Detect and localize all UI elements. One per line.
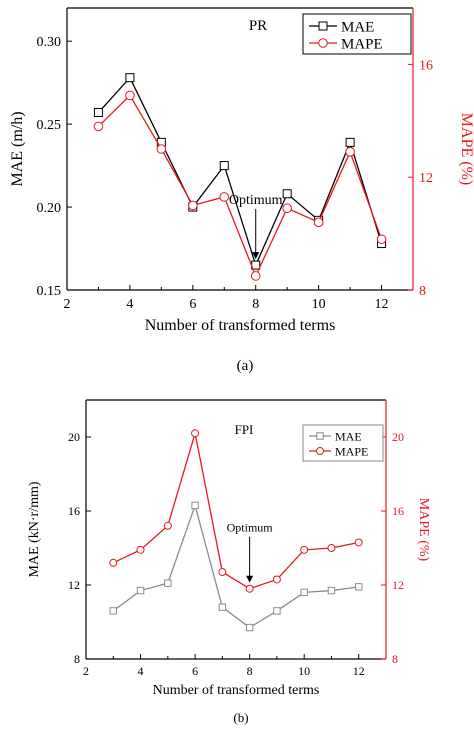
- data-point-mape: [109, 558, 118, 567]
- legend-marker-mae: [318, 21, 328, 31]
- y-tick-label: 12: [68, 578, 80, 592]
- data-point-mape: [219, 192, 230, 202]
- data-point-mape: [345, 147, 355, 157]
- data-point-mae: [93, 108, 103, 118]
- legend-marker-mape: [316, 447, 324, 455]
- legend-label-mape: MAPE: [335, 445, 368, 459]
- x-tick-label: 4: [138, 664, 144, 678]
- x-tick-label: 10: [298, 664, 310, 678]
- series-line-mape: [112, 433, 359, 590]
- data-point-mape: [245, 584, 254, 593]
- data-point-mape: [125, 90, 135, 101]
- data-point-mae: [109, 607, 117, 615]
- legend-marker-mae: [316, 432, 324, 440]
- y-tick-label: 0.20: [37, 201, 62, 216]
- y-axis-label: MAE (kN·r/mm): [27, 481, 42, 577]
- series-line-mape: [97, 94, 383, 278]
- y-tick-label: 20: [68, 430, 80, 444]
- chart-panel-b: 2 4 6 8 10 12 8 12 16 20 8 12 16 20 Number of transfor…: [27, 399, 431, 725]
- data-point-mae: [219, 161, 229, 171]
- data-point-mape: [136, 545, 145, 554]
- data-point-mae: [273, 607, 281, 615]
- y-tick-label: 0.15: [37, 284, 62, 299]
- y2-tick-label: 20: [392, 430, 404, 444]
- data-point-mae: [164, 579, 172, 587]
- x-tick-label: 8: [252, 297, 259, 312]
- y2-tick-label: 16: [392, 504, 404, 518]
- legend-label-mape: MAPE: [341, 36, 383, 52]
- y2-tick-label: 12: [419, 171, 433, 186]
- x-tick-label: 12: [353, 664, 365, 678]
- legend-box: [302, 13, 412, 55]
- data-point-mape: [250, 271, 261, 281]
- annotation-label: Optimum: [227, 521, 274, 535]
- x-tick-label: 8: [247, 664, 253, 678]
- x-axis-label: Number of transformed terms: [153, 683, 320, 698]
- data-point-mae: [136, 586, 145, 595]
- data-point-mape: [93, 121, 104, 132]
- annotation-label: Optimum: [229, 193, 283, 208]
- data-point-mape: [218, 568, 227, 577]
- legend-label-mae: MAE: [335, 430, 362, 444]
- x-tick-label: 6: [192, 664, 198, 678]
- data-point-mape: [376, 234, 387, 245]
- data-point-mae: [355, 583, 363, 591]
- y-axis-label: MAE (m/h): [9, 111, 26, 186]
- y2-axis-label: MAPE (%): [416, 498, 431, 562]
- data-point-mape: [282, 203, 292, 214]
- x-axis-label: Number of transformed terms: [145, 317, 336, 334]
- x-tick-label: 2: [83, 664, 89, 678]
- legend-marker-mape: [318, 38, 328, 48]
- chart-title: FPI: [235, 422, 254, 437]
- series-line-mae: [112, 503, 359, 629]
- chart-title: PR: [249, 18, 267, 34]
- data-point-mae: [300, 588, 308, 597]
- data-point-mae: [282, 189, 292, 199]
- y2-tick-label: 8: [419, 284, 426, 299]
- x-tick-label: 4: [126, 297, 133, 312]
- y-tick-label: 0.25: [37, 118, 62, 133]
- y-tick-label: 0.30: [37, 35, 62, 50]
- data-point-mape: [300, 545, 309, 554]
- data-point-mae: [245, 623, 254, 632]
- data-point-mape: [156, 144, 167, 154]
- x-tick-label: 2: [64, 297, 71, 312]
- legend-label-mae: MAE: [341, 19, 374, 35]
- data-point-mape: [313, 217, 324, 228]
- x-tick-label: 6: [189, 297, 196, 312]
- data-point-mape: [188, 200, 198, 211]
- data-point-mape: [163, 521, 172, 530]
- chart-panel-a: 2 4 6 8 10 12 0.15 0.20 0.25 0.30 8 12 16 Number of t…: [9, 7, 474, 374]
- y2-tick-label: 12: [392, 578, 404, 592]
- data-point-mae: [191, 501, 199, 510]
- data-point-mape: [327, 544, 336, 552]
- x-tick-label: 12: [375, 297, 389, 312]
- figure-caption: (a): [237, 358, 254, 374]
- series-line-mae: [97, 76, 383, 267]
- y2-tick-label: 16: [419, 58, 433, 73]
- y-tick-label: 16: [68, 504, 80, 518]
- annotation-arrowhead: [252, 252, 260, 260]
- legend-box: [302, 424, 384, 462]
- figure-caption: (b): [233, 710, 248, 725]
- data-point-mae: [327, 586, 336, 595]
- y2-tick-label: 8: [392, 652, 398, 666]
- data-point-mape: [354, 538, 363, 547]
- x-tick-label: 10: [312, 297, 326, 312]
- data-point-mape: [191, 429, 200, 438]
- annotation-arrowhead: [246, 575, 254, 583]
- data-point-mape: [272, 575, 281, 584]
- data-point-mae: [218, 603, 227, 611]
- data-point-mae: [345, 137, 355, 147]
- y2-axis-label: MAPE (%): [458, 113, 474, 185]
- data-point-mae: [125, 73, 135, 83]
- y-tick-label: 8: [74, 652, 80, 666]
